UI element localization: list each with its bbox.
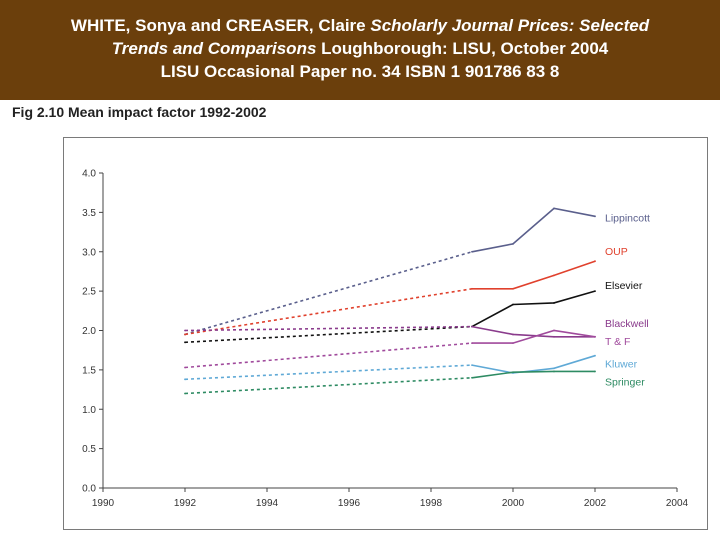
citation-line-1: WHITE, Sonya and CREASER, Claire Scholar…: [0, 14, 720, 37]
legend-label-t-f: T & F: [605, 336, 630, 348]
data-point: [553, 335, 555, 338]
x-tick-label: 1998: [420, 498, 443, 509]
data-point: [594, 335, 596, 338]
data-point: [184, 392, 186, 395]
data-point: [594, 354, 596, 357]
data-point: [512, 371, 514, 374]
y-tick-label: 4.0: [82, 169, 96, 180]
data-point: [553, 274, 555, 277]
data-point: [184, 341, 186, 344]
citation-publisher: Loughborough: LISU, October 2004: [316, 39, 609, 58]
data-point: [512, 342, 514, 344]
data-point: [512, 333, 514, 336]
legend-label-kluwer: Kluwer: [605, 359, 638, 371]
data-point: [512, 303, 514, 306]
legend-label-blackwell: Blackwell: [605, 318, 649, 330]
series-t-f: [184, 329, 596, 369]
data-point: [471, 364, 473, 367]
data-point: [594, 290, 596, 293]
chart-legend-labels: Lippincott OUP Elsevier Blackwell T & F Kluwe…: [605, 212, 650, 388]
series-line-dashed: [184, 364, 473, 381]
series-line-solid: [471, 354, 596, 374]
data-point: [184, 366, 186, 369]
series-line-dashed: [184, 377, 473, 395]
series-line-solid: [471, 207, 596, 253]
legend-label-lippincott: Lippincott: [605, 212, 650, 224]
series-springer: [184, 370, 596, 395]
data-point: [553, 302, 555, 304]
chart-series: [184, 207, 596, 395]
series-line-solid: [472, 329, 596, 344]
citation-line-3: LISU Occasional Paper no. 34 ISBN 1 9017…: [160, 62, 560, 81]
data-point: [594, 370, 596, 373]
data-point: [553, 329, 555, 332]
y-tick-label: 1.0: [82, 405, 96, 416]
series-line-solid: [471, 370, 595, 379]
chart-axes: 0.0 0.5 1.0 1.5 2.0 2.5 3.0 3.5 4.0 1990 1992 1994 1…: [82, 169, 688, 510]
data-point: [471, 250, 473, 253]
data-point: [471, 376, 473, 379]
y-tick-label: 2.5: [82, 287, 96, 298]
chart-title: Fig 2.10 Mean impact factor 1992-2002: [12, 104, 267, 120]
x-tick-label: 1994: [256, 498, 279, 509]
series-line-dashed: [184, 288, 473, 336]
y-tick-label: 2.0: [82, 326, 96, 337]
x-tick-label: 1992: [174, 498, 197, 509]
citation-line-2: Trends and Comparisons Loughborough: LIS…: [0, 37, 720, 60]
data-point: [471, 287, 473, 290]
citation-title-part1: Scholarly Journal Prices: Selected: [370, 16, 650, 35]
data-point: [512, 242, 514, 245]
data-point: [184, 333, 186, 336]
legend-label-elsevier: Elsevier: [605, 280, 643, 292]
y-tick-label: 1.5: [82, 365, 96, 376]
citation-header: WHITE, Sonya and CREASER, Claire Scholar…: [0, 0, 720, 100]
y-tick-label: 3.5: [82, 208, 96, 219]
series-oup: [184, 260, 596, 336]
y-tick-label: 3.0: [82, 247, 96, 258]
data-point: [184, 329, 186, 332]
data-point: [512, 287, 514, 290]
x-tick-label: 2000: [502, 498, 525, 509]
legend-label-oup: OUP: [605, 246, 628, 258]
citation-authors: WHITE, Sonya and CREASER, Claire: [70, 16, 371, 35]
series-line-dashed: [184, 342, 473, 369]
citation-title-part2: Trends and Comparisons: [111, 39, 317, 58]
series-line-dashed: [184, 251, 473, 336]
series-lippincott: [184, 207, 596, 336]
data-point: [553, 367, 555, 370]
data-point: [184, 378, 186, 381]
y-tick-label: 0.0: [82, 484, 96, 495]
data-point: [553, 370, 555, 373]
series-kluwer: [184, 354, 596, 381]
data-point: [471, 325, 473, 328]
data-point: [471, 342, 473, 344]
series-line-solid: [471, 325, 595, 338]
series-line-dashed: [184, 325, 473, 344]
y-tick-label: 0.5: [82, 444, 96, 455]
series-line-solid: [472, 260, 596, 290]
legend-label-springer: Springer: [605, 376, 645, 388]
data-point: [553, 207, 555, 210]
x-tick-label: 2002: [584, 498, 607, 509]
data-point: [594, 260, 596, 263]
chart-frame: [63, 137, 708, 530]
series-line-solid: [471, 290, 596, 328]
x-tick-label: 2004: [666, 498, 689, 509]
data-point: [594, 215, 596, 218]
x-tick-label: 1990: [92, 498, 115, 509]
x-tick-label: 1996: [338, 498, 361, 509]
